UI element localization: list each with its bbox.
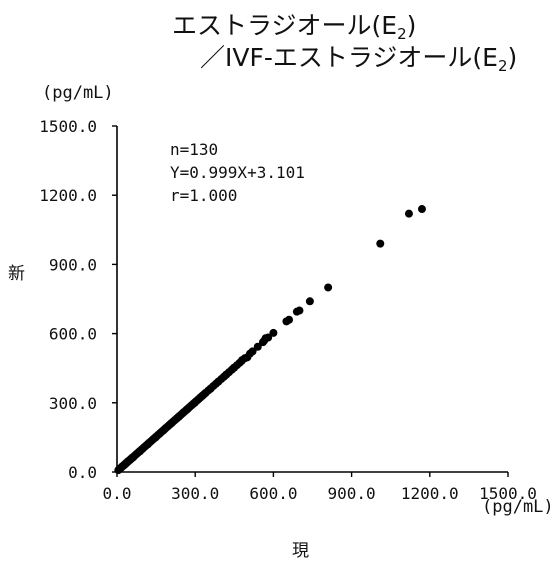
x-tick-label: 0.0 [103,484,132,503]
data-point [190,398,199,407]
axis-ticks: 0.0 300.0 600.0 900.0 1200.0 1500.0 0.0 300.0 60… [39,117,537,503]
x-tick-label: 300.0 [171,484,219,503]
data-point [295,306,304,315]
y-tick-label: 300.0 [49,394,97,413]
y-tick-label: 0.0 [68,463,97,482]
data-point [248,347,257,356]
data-point [198,391,207,400]
y-tick-label: 1200.0 [39,186,97,205]
x-unit-label: (pg/mL) [482,497,554,517]
x-axis-label: 現 [292,541,309,561]
y-axis-label: 新 [8,264,25,284]
data-point [404,209,413,218]
x-tick-label: 600.0 [249,484,297,503]
data-point [175,412,184,421]
data-point [376,239,385,248]
y-tick-label: 1500.0 [39,117,97,136]
data-point [285,315,294,324]
stats-line: r=1.000 [170,186,237,205]
data-point [167,419,176,428]
stats-box: n=130 Y=0.999X+3.101 r=1.000 [170,140,305,205]
data-point [143,440,152,449]
data-point [206,384,215,393]
data-point [305,297,314,306]
data-point [417,205,426,214]
data-point [182,405,191,414]
data-point [229,363,238,372]
data-points [114,205,426,475]
data-point [214,377,223,386]
data-point [264,333,273,342]
data-point [151,433,160,442]
y-unit-label: (pg/mL) [42,83,114,103]
stats-line: Y=0.999X+3.101 [170,163,305,182]
y-tick-label: 900.0 [49,255,97,274]
x-tick-label: 900.0 [328,484,376,503]
x-tick-label: 1500.0 [479,484,537,503]
data-point [237,357,246,366]
data-point [159,426,168,435]
data-point [135,447,144,456]
data-point [324,283,333,292]
data-point [253,342,262,351]
x-tick-label: 1200.0 [401,484,459,503]
chart-title-line2: ／IVF-エストラジオール(E2) [200,43,518,75]
chart-title-line1: エストラジオール(E2) [172,11,417,43]
y-tick-label: 600.0 [49,325,97,344]
data-point [129,453,138,462]
data-point [269,328,278,337]
stats-line: n=130 [170,140,218,159]
data-point [221,370,230,379]
